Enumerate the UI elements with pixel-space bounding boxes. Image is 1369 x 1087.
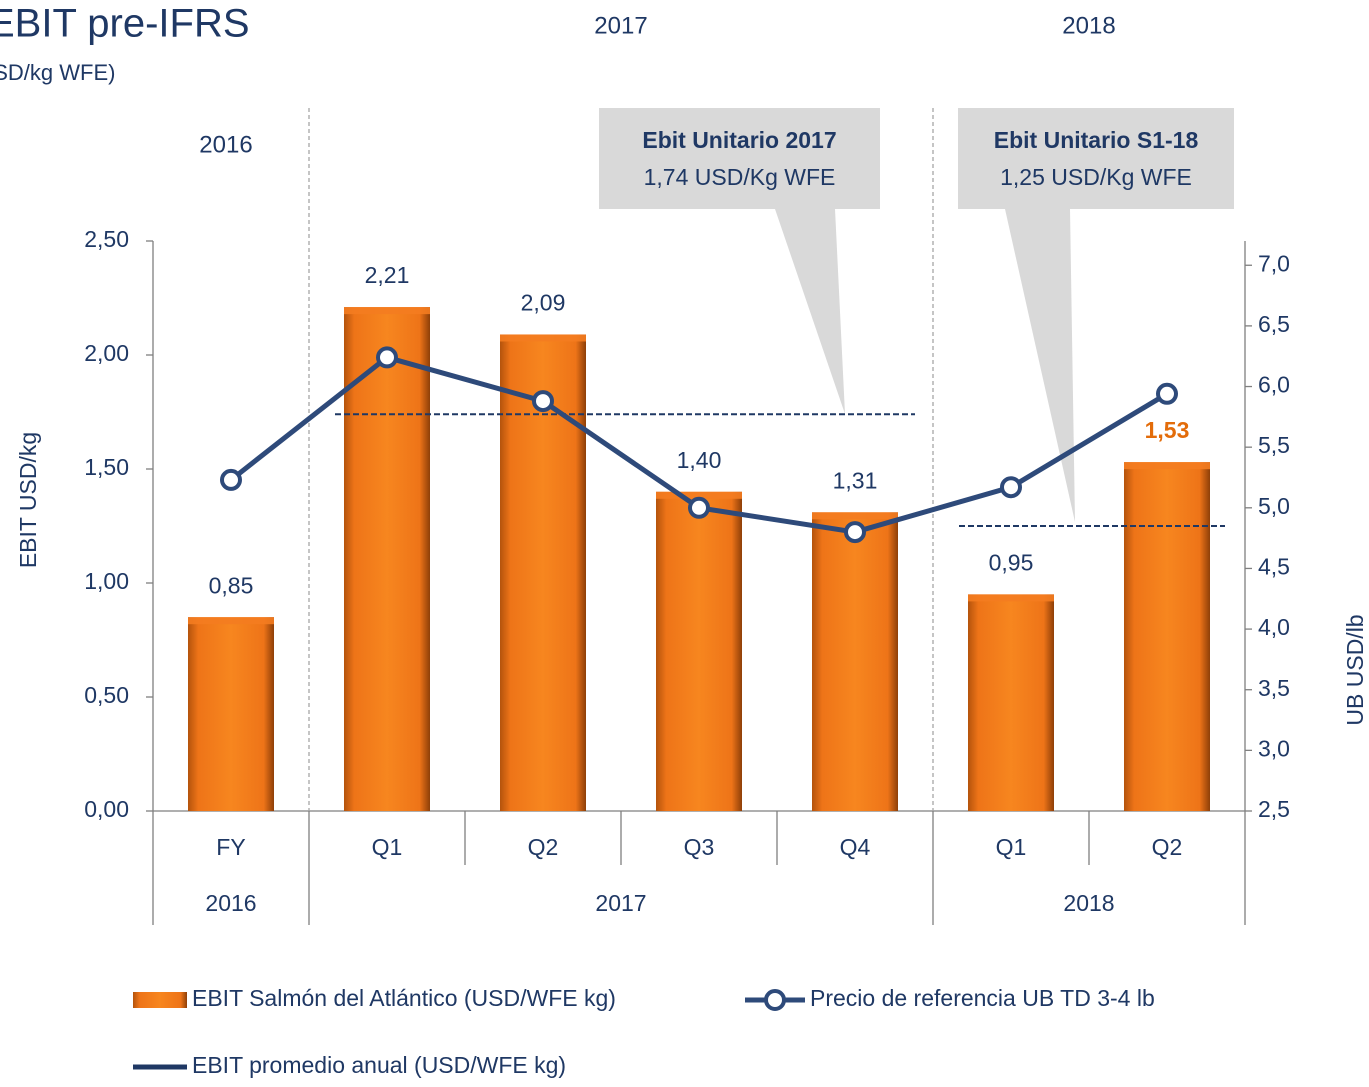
x-tick-label: Q4 <box>840 834 871 860</box>
bar <box>656 491 742 811</box>
callout-title: Ebit Unitario 2017 <box>642 127 836 153</box>
y2-tick-label: 4,5 <box>1258 554 1290 580</box>
bar-bevel <box>344 307 430 315</box>
callout-tail <box>775 209 845 414</box>
price-marker <box>532 390 554 413</box>
y2-tick-label: 6,5 <box>1258 311 1290 337</box>
data-label: 1,40 <box>677 447 722 473</box>
legend-label: EBIT promedio anual (USD/WFE kg) <box>192 1052 566 1078</box>
legend-marker <box>764 989 786 1011</box>
callout-box <box>958 108 1234 209</box>
price-marker <box>1000 476 1022 499</box>
callout-text: 1,25 USD/Kg WFE <box>1000 164 1192 190</box>
price-marker <box>844 521 866 544</box>
x-tick-label: Q2 <box>1152 834 1183 860</box>
price-marker <box>220 468 242 491</box>
group-label: 2017 <box>595 890 646 916</box>
bar-bevel <box>656 491 742 499</box>
bar-bevel <box>188 617 274 625</box>
y-axis-label: EBIT USD/kg <box>15 432 41 568</box>
bar-bevel <box>812 512 898 520</box>
y2-tick-label: 3,5 <box>1258 675 1290 701</box>
period-label: 2017 <box>594 12 647 39</box>
legend-swatch <box>133 992 187 1008</box>
bar-bevel <box>968 594 1054 602</box>
bar-bevel <box>1124 462 1210 470</box>
y2-tick-label: 3,0 <box>1258 735 1290 761</box>
bar <box>1124 462 1210 811</box>
data-label: 1,31 <box>833 467 878 493</box>
callout-title: Ebit Unitario S1-18 <box>994 127 1199 153</box>
y2-tick-label: 5,5 <box>1258 432 1290 458</box>
bar <box>812 512 898 811</box>
callout-box <box>599 108 880 209</box>
legend-label: EBIT Salmón del Atlántico (USD/WFE kg) <box>192 985 616 1011</box>
y2-tick-label: 6,0 <box>1258 372 1290 398</box>
y-tick-label: 2,50 <box>84 226 129 252</box>
x-tick-label: Q3 <box>684 834 715 860</box>
x-tick-label: Q1 <box>996 834 1027 860</box>
y-tick-label: 0,50 <box>84 682 129 708</box>
data-label: 2,09 <box>521 290 566 316</box>
chart-subtitle: (USD/kg WFE) <box>0 60 115 85</box>
x-tick-label: Q2 <box>528 834 559 860</box>
bar <box>344 307 430 811</box>
price-marker <box>376 346 398 369</box>
legend-label: Precio de referencia UB TD 3-4 lb <box>810 985 1155 1011</box>
y2-tick-label: 2,5 <box>1258 796 1290 822</box>
group-label: 2018 <box>1063 890 1114 916</box>
bar-bevel <box>500 334 586 342</box>
group-label: 2016 <box>205 890 256 916</box>
x-tick-label: Q1 <box>372 834 403 860</box>
data-label: 2,21 <box>365 262 410 288</box>
y2-tick-label: 5,0 <box>1258 493 1290 519</box>
data-label: 0,95 <box>989 549 1034 575</box>
y2-axis-label: UB USD/lb <box>1342 614 1368 725</box>
chart-title: EBIT pre-IFRS <box>0 2 250 46</box>
price-marker <box>688 496 710 519</box>
y-tick-label: 1,00 <box>84 568 129 594</box>
y2-tick-label: 7,0 <box>1258 250 1290 276</box>
callout-text: 1,74 USD/Kg WFE <box>644 164 836 190</box>
period-label: 2016 <box>199 131 252 158</box>
data-label: 1,53 <box>1145 417 1190 443</box>
price-marker <box>1156 382 1178 405</box>
callout-tail <box>1005 209 1075 522</box>
x-tick-label: FY <box>216 834 245 860</box>
y-tick-label: 1,50 <box>84 454 129 480</box>
data-label: 0,85 <box>209 572 254 598</box>
y-tick-label: 2,00 <box>84 340 129 366</box>
y2-tick-label: 4,0 <box>1258 614 1290 640</box>
bar <box>188 617 274 811</box>
period-label: 2018 <box>1062 12 1115 39</box>
bar <box>968 594 1054 811</box>
y-tick-label: 0,00 <box>84 796 129 822</box>
